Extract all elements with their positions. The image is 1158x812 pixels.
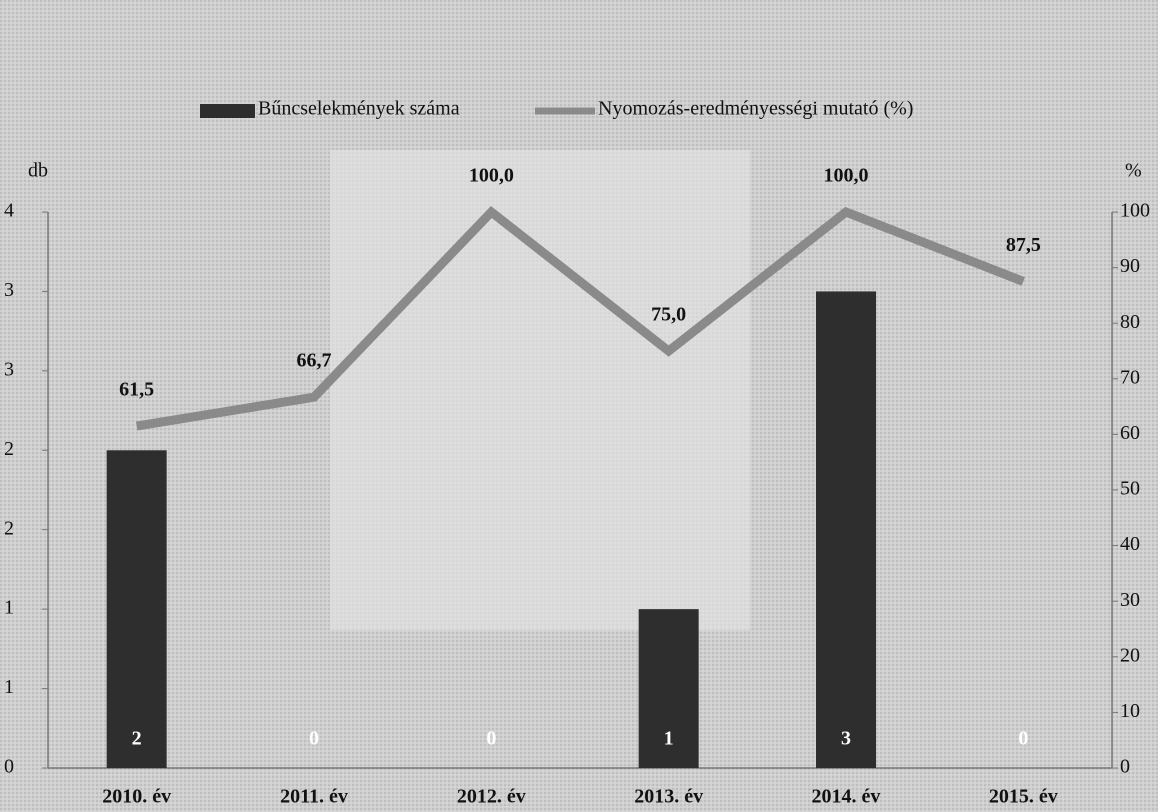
x-tick-label: 2014. év [812,786,881,808]
x-tick-label: 2011. év [280,786,348,808]
x-tick-label: 2015. év [989,786,1058,808]
y2-tick-label: 80 [1120,311,1140,333]
y-tick-label: 0 [4,756,14,778]
x-tick-label: 2013. év [634,786,703,808]
y2-axis-label: % [1125,160,1142,182]
line-value-label: 100,0 [469,165,514,187]
line-value-label: 100,0 [824,165,869,187]
x-tick-label: 2010. év [102,786,171,808]
y2-tick-label: 100 [1120,200,1150,222]
legend-label: Nyomozás-eredményességi mutató (%) [598,98,913,120]
y-tick-label: 1 [4,597,14,619]
bar [106,450,167,768]
legend-label: Bűncselekmények száma [258,98,460,120]
bar-value-label: 2 [132,728,142,750]
y2-tick-label: 70 [1120,366,1140,388]
line-value-label: 66,7 [297,350,332,372]
y2-tick-label: 20 [1120,644,1140,666]
y-tick-label: 4 [4,200,14,222]
y2-tick-label: 0 [1120,756,1130,778]
line-value-label: 87,5 [1006,234,1041,256]
y2-tick-label: 10 [1120,700,1140,722]
y-tick-label: 2 [4,438,14,460]
y2-tick-label: 40 [1120,533,1140,555]
bar-value-label: 3 [841,728,851,750]
bar [816,291,876,768]
y2-tick-label: 90 [1120,255,1140,277]
bar-value-label: 0 [309,728,319,750]
line-value-label: 75,0 [651,304,686,326]
y-axis-label: db [28,160,48,182]
y2-tick-label: 60 [1120,422,1140,444]
y-tick-label: 3 [4,358,14,380]
y2-tick-label: 50 [1120,478,1140,500]
y-tick-label: 1 [4,676,14,698]
bar-value-label: 1 [664,728,674,750]
bar [638,609,699,768]
legend-swatch [200,104,255,118]
line [135,205,1025,431]
bar-value-label: 0 [486,728,496,750]
line-value-label: 61,5 [119,379,154,401]
y-tick-label: 2 [4,517,14,539]
y2-tick-label: 30 [1120,589,1140,611]
bar-value-label: 0 [1018,728,1028,750]
x-tick-label: 2012. év [457,786,526,808]
background-photo [330,150,750,630]
y-tick-label: 3 [4,279,14,301]
